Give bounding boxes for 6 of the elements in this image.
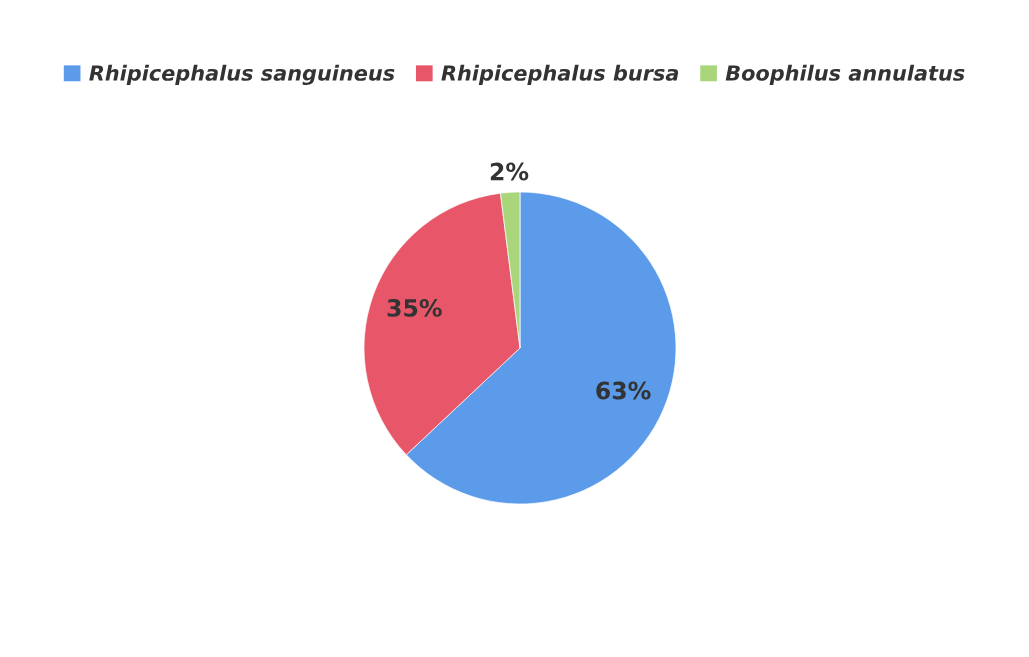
legend-label: Rhipicephalus sanguineus [89,64,395,86]
data-label: 35% [387,298,442,317]
data-label: 2% [490,162,529,181]
legend-label: Rhipicephalus bursa [441,64,679,85]
legend-label: Boophilus annulatus [725,64,965,85]
data-label: 63% [596,381,651,400]
